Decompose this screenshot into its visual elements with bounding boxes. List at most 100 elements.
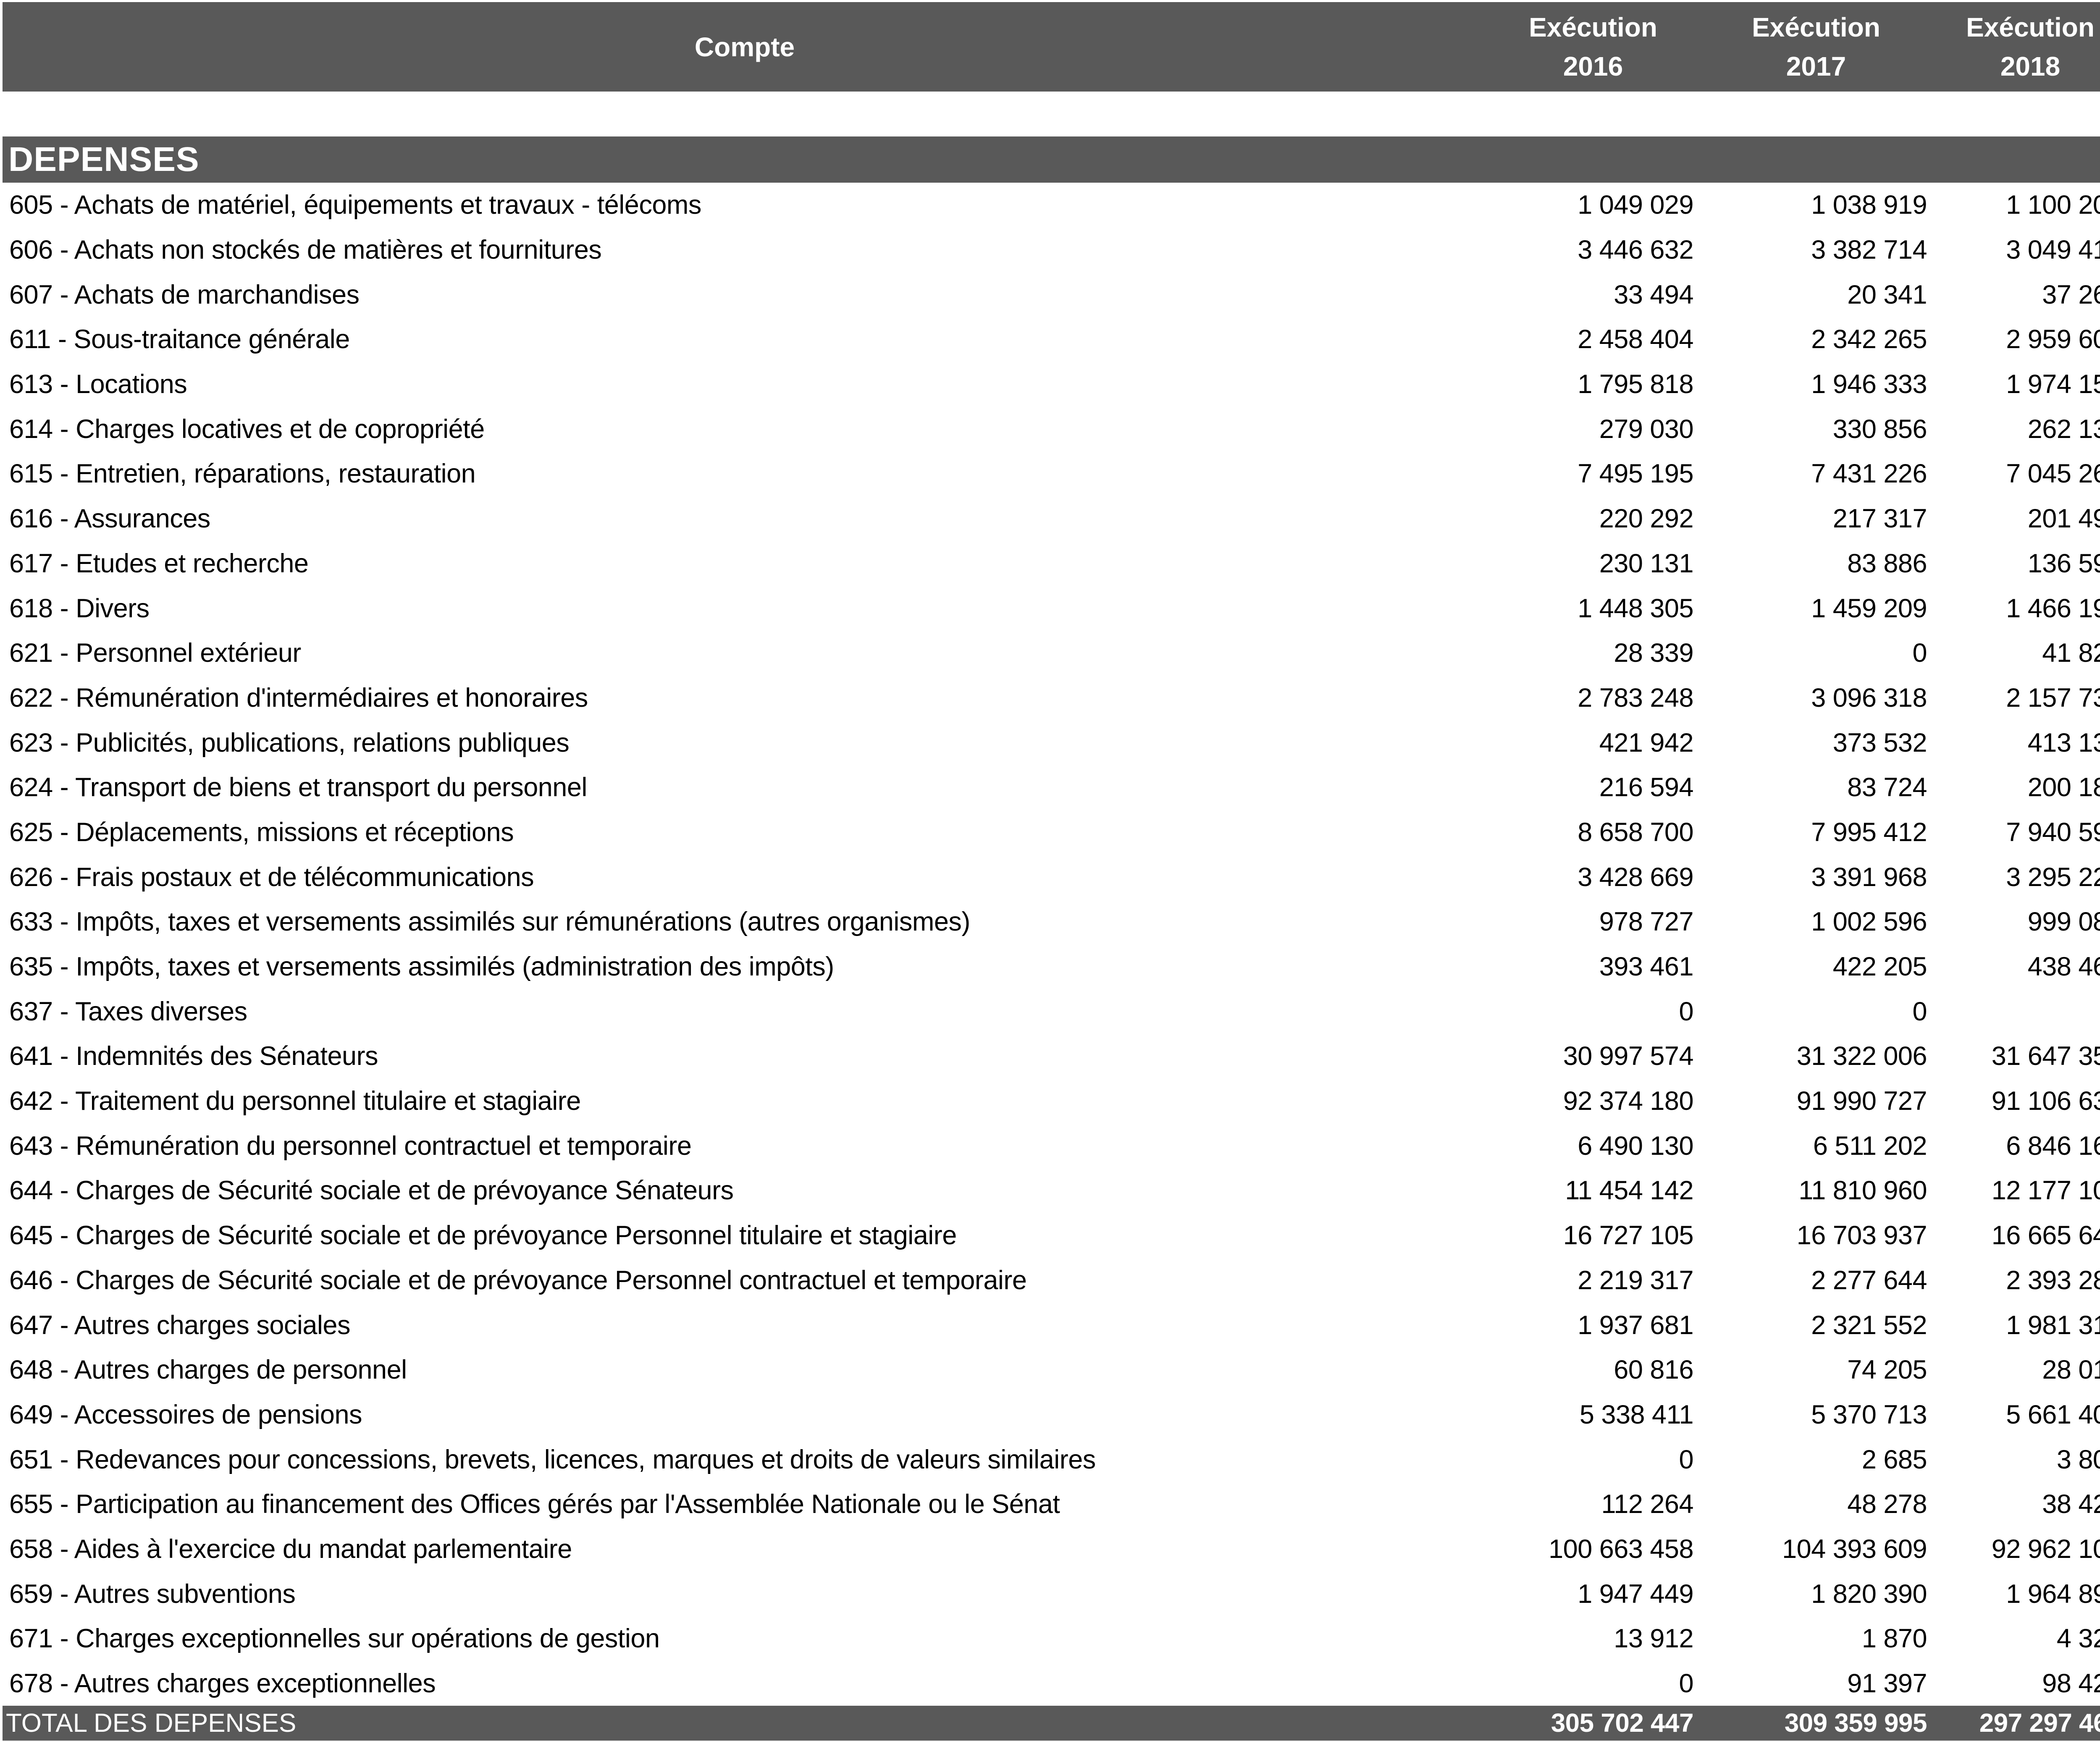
row-value-2017: 7 995 412: [1811, 817, 1927, 847]
row-value-2017: 20 341: [1847, 280, 1927, 309]
row-label: 626 - Frais postaux et de télécommunicat…: [9, 862, 534, 892]
column-header-word: Exécution: [1529, 12, 1657, 42]
table-row: 605 - Achats de matériel, équipements et…: [3, 183, 2100, 228]
row-value-2016: 1 795 818: [1578, 370, 1693, 399]
row-value-2017: 91 990 727: [1796, 1086, 1927, 1116]
table-header: Compte Exécution 2016 Exécution 2017 Exé…: [3, 2, 2100, 92]
table-row: 646 - Charges de Sécurité sociale et de …: [3, 1258, 2100, 1303]
table-row: 655 - Participation au financement des O…: [3, 1482, 2100, 1527]
row-label: 641 - Indemnités des Sénateurs: [9, 1041, 378, 1071]
row-value-2016: 28 339: [1614, 638, 1693, 668]
row-value-2018: 91 106 637: [1991, 1086, 2100, 1116]
row-value-2018: 41 827: [2042, 638, 2100, 668]
row-value-2017: 6 511 202: [1813, 1131, 1927, 1161]
row-value-2017: 2 342 265: [1811, 325, 1927, 354]
row-value-2017: 91 397: [1847, 1669, 1927, 1699]
row-value-2018: 12 177 107: [1991, 1176, 2100, 1206]
row-value-2016: 279 030: [1599, 414, 1694, 444]
table-row: 616 - Assurances 220 292 217 317 201 493…: [3, 496, 2100, 541]
table-row: 624 - Transport de biens et transport du…: [3, 765, 2100, 810]
row-value-2017: 330 856: [1832, 414, 1927, 444]
row-value-2018: 0: [1933, 996, 2100, 1027]
row-value-2016: 1 448 305: [1578, 593, 1693, 623]
row-label: 678 - Autres charges exceptionnelles: [9, 1669, 436, 1699]
total-value-2017: 309 359 995: [1784, 1709, 1927, 1738]
row-value-2016: 0: [1679, 1669, 1693, 1699]
row-value-2016: 13 912: [1614, 1624, 1693, 1654]
row-value-2016: 11 454 142: [1565, 1176, 1693, 1206]
row-label: 645 - Charges de Sécurité sociale et de …: [9, 1221, 957, 1251]
table-row: 611 - Sous-traitance générale 2 458 404 …: [3, 317, 2100, 362]
row-value-2017: 3 382 714: [1811, 235, 1927, 265]
column-header-execution-2016: Exécution 2016: [1487, 8, 1699, 86]
table-row: 659 - Autres subventions 1 947 449 1 820…: [3, 1571, 2100, 1616]
total-value-2018: 297 297 461: [1979, 1709, 2100, 1738]
table-row: 637 - Taxes diverses 0 0 0 0 30 812: [3, 989, 2100, 1034]
row-value-2018: 2 959 602: [2006, 325, 2100, 354]
row-label: 637 - Taxes diverses: [9, 996, 247, 1026]
total-value-2016: 305 702 447: [1551, 1709, 1694, 1738]
row-value-2017: 83 724: [1847, 773, 1927, 802]
table-row: 607 - Achats de marchandises 33 494 20 3…: [3, 272, 2100, 317]
row-value-2018: 5 661 401: [2006, 1400, 2100, 1429]
row-value-2017: 48 278: [1847, 1489, 1927, 1519]
row-value-2018: 16 665 646: [1991, 1221, 2100, 1251]
row-value-2017: 0: [1912, 638, 1927, 668]
table-row: 647 - Autres charges sociales 1 937 681 …: [3, 1303, 2100, 1348]
table-row: 649 - Accessoires de pensions 5 338 411 …: [3, 1392, 2100, 1437]
row-value-2018: 38 429: [2042, 1489, 2100, 1519]
row-label: 622 - Rémunération d'intermédiaires et h…: [9, 683, 588, 713]
table-row: 642 - Traitement du personnel titulaire …: [3, 1079, 2100, 1124]
row-value-2018: 37 260: [2042, 280, 2100, 309]
row-value-2017: 2 685: [1861, 1445, 1927, 1474]
row-label: 644 - Charges de Sécurité sociale et de …: [9, 1176, 734, 1206]
row-value-2017: 104 393 609: [1782, 1534, 1927, 1564]
table-row: 635 - Impôts, taxes et versements assimi…: [3, 944, 2100, 989]
column-header-execution-2018: Exécution 2018: [1933, 8, 2100, 86]
row-value-2018: 6 846 166: [2006, 1131, 2100, 1161]
table-row: 606 - Achats non stockés de matières et …: [3, 228, 2100, 273]
total-label: TOTAL DES DEPENSES: [6, 1709, 297, 1738]
row-label: 624 - Transport de biens et transport du…: [9, 773, 587, 802]
row-label: 606 - Achats non stockés de matières et …: [9, 235, 602, 265]
row-value-2016: 2 458 404: [1578, 325, 1693, 354]
row-value-2018: 999 084: [2027, 907, 2100, 937]
row-value-2017: 1 820 390: [1811, 1579, 1927, 1609]
row-label: 651 - Redevances pour concessions, breve…: [9, 1445, 1096, 1474]
row-value-2017: 74 205: [1847, 1355, 1927, 1385]
row-value-2018: 1 974 153: [2006, 370, 2100, 399]
row-value-2016: 16 727 105: [1563, 1221, 1694, 1251]
row-value-2016: 1 049 029: [1578, 190, 1693, 220]
table-row: 625 - Déplacements, missions et réceptio…: [3, 810, 2100, 855]
table-row: 618 - Divers 1 448 305 1 459 209 1 466 1…: [3, 586, 2100, 631]
row-value-2016: 421 942: [1599, 728, 1694, 758]
row-value-2018: 2 393 282: [2006, 1265, 2100, 1295]
table-row: 671 - Charges exceptionnelles sur opérat…: [3, 1616, 2100, 1661]
row-value-2016: 92 374 180: [1563, 1086, 1694, 1116]
row-value-2018: 1 100 203: [2006, 190, 2100, 220]
row-label: 649 - Accessoires de pensions: [9, 1400, 362, 1429]
row-value-2016: 3 446 632: [1578, 235, 1693, 265]
table-row: 648 - Autres charges de personnel 60 816…: [3, 1348, 2100, 1392]
row-value-2016: 33 494: [1614, 280, 1693, 309]
row-value-2018: 1 981 316: [2006, 1310, 2100, 1340]
row-value-2018: 31 647 354: [1991, 1041, 2100, 1071]
row-value-2018: 3 295 220: [2006, 862, 2100, 892]
row-value-2018: 3 802: [2056, 1445, 2100, 1474]
row-value-2017: 7 431 226: [1811, 459, 1927, 489]
row-value-2016: 0: [1679, 1445, 1693, 1474]
table-row: 678 - Autres charges exceptionnelles 0 9…: [3, 1661, 2100, 1706]
table-row: 643 - Rémunération du personnel contract…: [3, 1123, 2100, 1168]
row-value-2017: 31 322 006: [1796, 1041, 1927, 1071]
row-value-2017: 1 946 333: [1811, 370, 1927, 399]
row-label: 646 - Charges de Sécurité sociale et de …: [9, 1265, 1027, 1295]
table-row: 622 - Rémunération d'intermédiaires et h…: [3, 676, 2100, 721]
row-label: 614 - Charges locatives et de copropriét…: [9, 414, 485, 444]
row-value-2016: 112 264: [1601, 1489, 1693, 1519]
row-label: 616 - Assurances: [9, 504, 210, 534]
row-label: 623 - Publicités, publications, relation…: [9, 728, 570, 758]
row-value-2016: 5 338 411: [1579, 1400, 1694, 1429]
row-label: 635 - Impôts, taxes et versements assimi…: [9, 952, 834, 982]
row-value-2017: 83 886: [1847, 548, 1927, 578]
